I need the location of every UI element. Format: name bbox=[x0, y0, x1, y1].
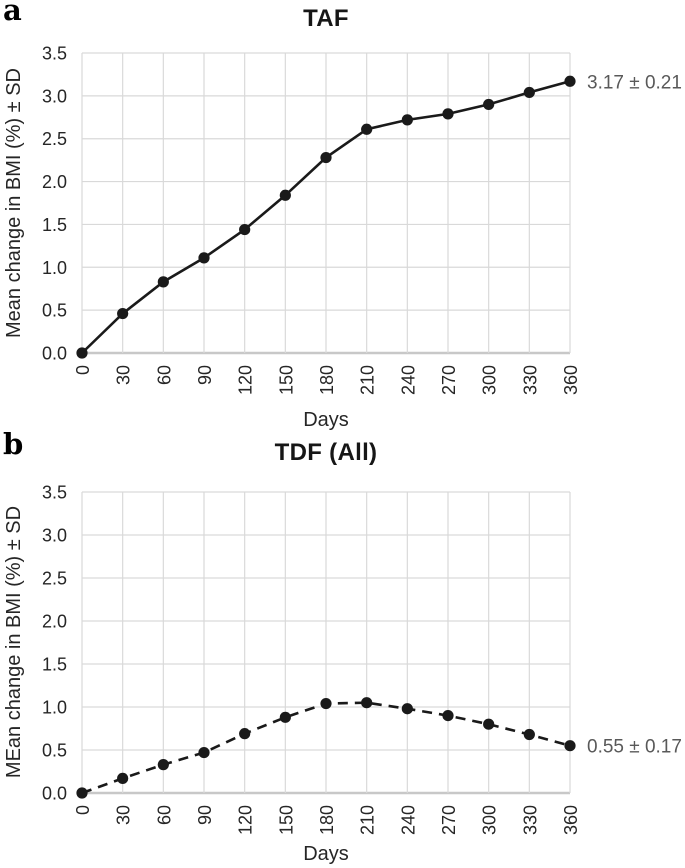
panel-label-a: a bbox=[3, 0, 22, 27]
data-point bbox=[198, 252, 210, 264]
x-tick-label: 90 bbox=[195, 365, 215, 385]
x-tick-label: 120 bbox=[236, 365, 256, 395]
y-tick-label: 1.5 bbox=[42, 215, 67, 235]
data-point bbox=[401, 114, 413, 126]
x-tick-label: 330 bbox=[520, 805, 540, 835]
x-tick-label: 240 bbox=[398, 805, 418, 835]
endpoint-annotation: 3.17 ± 0.21 bbox=[587, 72, 682, 93]
x-tick-label: 300 bbox=[480, 805, 500, 835]
x-tick-label: 150 bbox=[276, 805, 296, 835]
panel-b: b TDF (All) MEan change in BMI (%) ± SD … bbox=[0, 427, 685, 868]
y-tick-label: 3.5 bbox=[42, 44, 67, 64]
x-tick-label: 30 bbox=[114, 365, 134, 385]
y-tick-label: 0.0 bbox=[42, 784, 67, 804]
x-tick-label: 210 bbox=[358, 365, 378, 395]
data-point bbox=[320, 697, 332, 710]
y-tick-label: 3.0 bbox=[42, 86, 67, 106]
y-tick-label: 2.5 bbox=[42, 569, 67, 589]
x-tick-label: 330 bbox=[520, 365, 540, 395]
x-tick-label: 90 bbox=[195, 805, 215, 825]
data-point bbox=[442, 710, 454, 722]
data-point bbox=[564, 740, 576, 752]
y-tick-label: 0.5 bbox=[42, 741, 67, 761]
data-point bbox=[117, 307, 129, 320]
x-axis-title: Days bbox=[303, 843, 349, 865]
x-tick-label: 30 bbox=[114, 805, 134, 825]
data-point bbox=[239, 223, 251, 236]
x-tick-label: 270 bbox=[439, 805, 459, 835]
data-point bbox=[361, 123, 373, 135]
data-point bbox=[76, 347, 88, 359]
x-tick-label: 120 bbox=[236, 805, 256, 835]
x-tick-label: 0 bbox=[73, 805, 93, 815]
y-tick-label: 1.0 bbox=[42, 258, 67, 278]
data-point bbox=[523, 728, 535, 741]
data-point bbox=[76, 787, 88, 799]
y-tick-label: 0.5 bbox=[42, 301, 67, 321]
data-point bbox=[279, 711, 291, 723]
y-tick-label: 2.0 bbox=[42, 172, 67, 192]
panel-a: a TAF Mean change in BMI (%) ± SD 0.0 0.5… bbox=[3, 0, 682, 431]
x-axis-title: Days bbox=[303, 409, 349, 431]
endpoint-annotation: 0.55 ± 0.17 bbox=[587, 737, 682, 758]
x-tick-label: 300 bbox=[480, 365, 500, 395]
data-point bbox=[157, 759, 169, 771]
chart-plot-tdf: 0.0 0.5 1.0 1.5 2.0 2.5 3.0 3.5 0 30 60 90 120 150 180… bbox=[42, 483, 682, 836]
data-point bbox=[523, 86, 535, 99]
y-tick-label: 0.0 bbox=[42, 344, 67, 364]
data-point bbox=[117, 772, 129, 784]
y-tick-label: 1.5 bbox=[42, 655, 67, 675]
x-tick-label: 0 bbox=[73, 365, 93, 375]
x-tick-label: 60 bbox=[154, 805, 174, 825]
chart-title-tdf: TDF (All) bbox=[274, 439, 378, 466]
y-tick-label: 3.5 bbox=[42, 483, 67, 503]
data-point bbox=[361, 697, 373, 709]
x-tick-label: 180 bbox=[317, 805, 337, 835]
data-point bbox=[157, 276, 169, 288]
panel-label-b: b bbox=[3, 427, 24, 461]
x-tick-label: 150 bbox=[276, 365, 296, 395]
data-point bbox=[198, 746, 210, 759]
data-point bbox=[483, 98, 495, 111]
chart-plot-taf: 0.0 0.5 1.0 1.5 2.0 2.5 3.0 3.5 0 30 60 90 120 150 180… bbox=[42, 44, 682, 396]
x-tick-label: 60 bbox=[154, 365, 174, 385]
data-point bbox=[564, 75, 576, 87]
data-point bbox=[279, 189, 291, 201]
x-tick-label: 360 bbox=[561, 805, 581, 835]
data-point bbox=[442, 108, 454, 120]
x-tick-label: 360 bbox=[561, 365, 581, 395]
data-point bbox=[483, 718, 495, 730]
x-tick-label: 210 bbox=[358, 805, 378, 835]
x-tick-label: 180 bbox=[317, 365, 337, 395]
y-tick-label: 3.0 bbox=[42, 526, 67, 546]
chart-title-taf: TAF bbox=[303, 5, 349, 32]
data-point bbox=[239, 728, 251, 740]
y-tick-label: 2.5 bbox=[42, 129, 67, 149]
data-point bbox=[401, 703, 413, 715]
x-tick-label: 270 bbox=[439, 365, 459, 395]
data-point bbox=[320, 151, 332, 164]
y-tick-label: 2.0 bbox=[42, 612, 67, 632]
y-tick-label: 1.0 bbox=[42, 698, 67, 718]
x-tick-label: 240 bbox=[398, 365, 418, 395]
